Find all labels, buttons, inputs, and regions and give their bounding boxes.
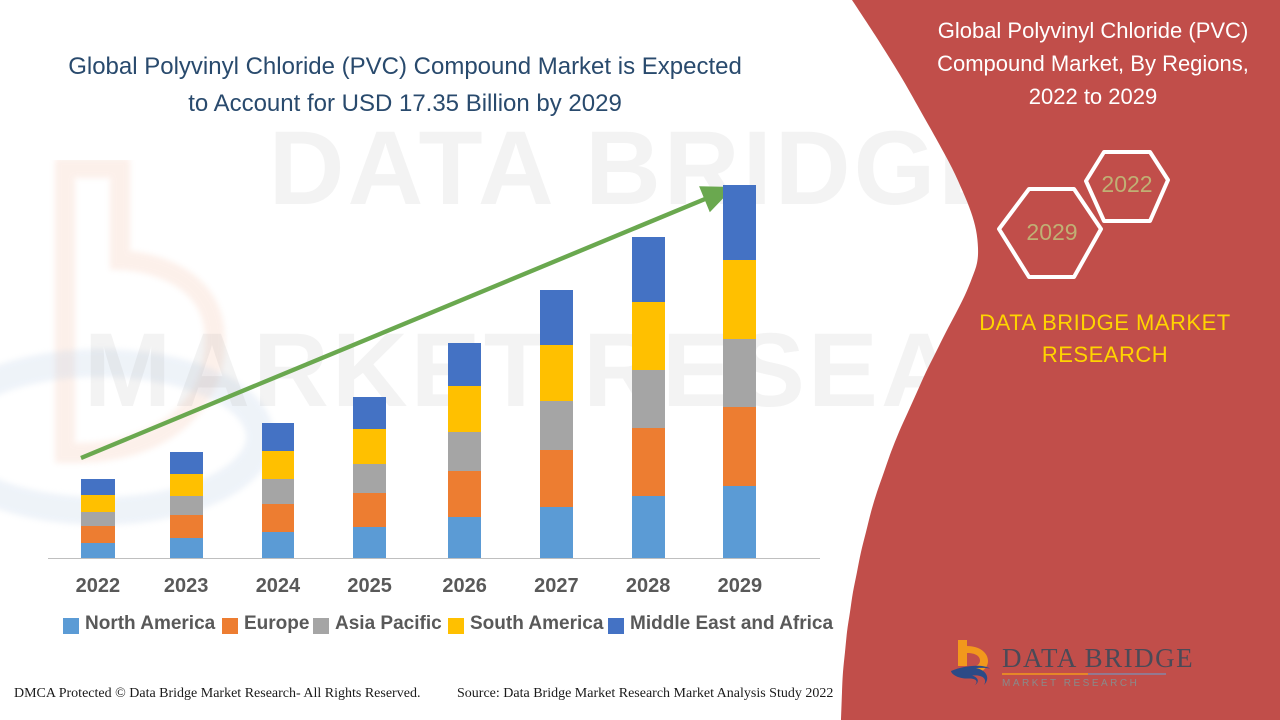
svg-text:2022: 2022 [1101,171,1152,197]
svg-text:2029: 2029 [1026,219,1077,245]
svg-text:DATA BRIDGE: DATA BRIDGE [1002,643,1194,673]
svg-text:MARKET RESEARCH: MARKET RESEARCH [1002,678,1139,689]
